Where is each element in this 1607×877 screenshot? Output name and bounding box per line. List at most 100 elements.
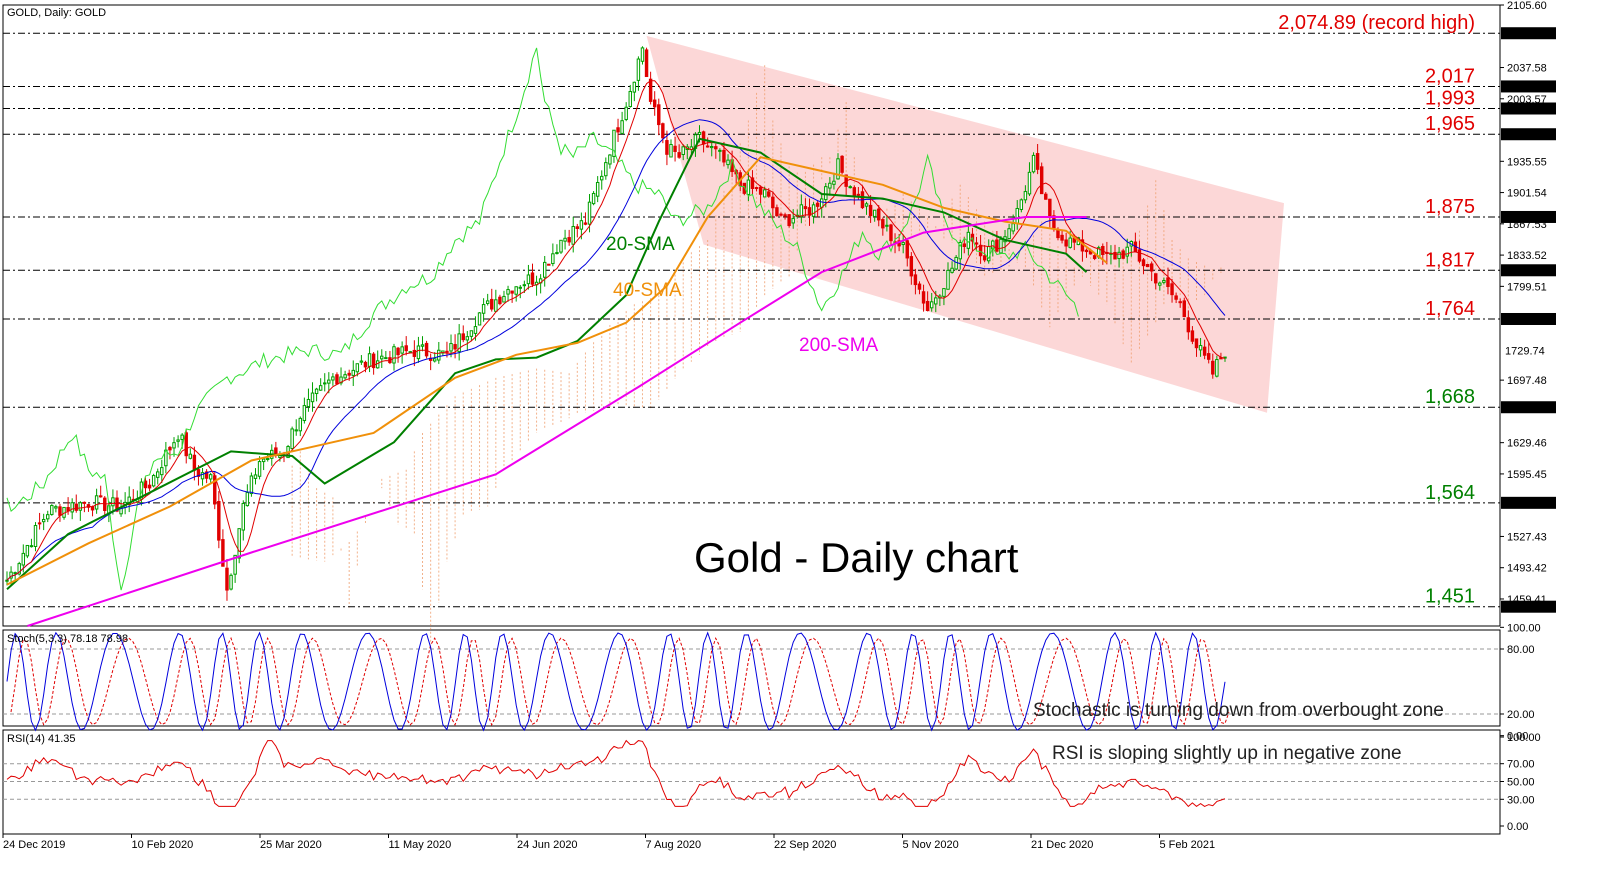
candlesticks bbox=[5, 46, 1227, 601]
candle-body bbox=[217, 501, 221, 541]
candle-body bbox=[714, 146, 718, 150]
candle-body bbox=[909, 256, 914, 277]
candle-body bbox=[502, 295, 506, 303]
candle-body bbox=[1121, 250, 1125, 259]
stoch-k-line bbox=[6, 631, 1226, 732]
candle-body bbox=[485, 300, 490, 304]
price-tag bbox=[1501, 80, 1556, 93]
indicator-lines bbox=[6, 47, 1226, 627]
rsi-y-label: 100.00 bbox=[1507, 732, 1541, 744]
candle-body bbox=[1202, 346, 1207, 356]
candle-body bbox=[225, 567, 229, 591]
candle-body bbox=[241, 503, 245, 531]
candle-body bbox=[791, 218, 795, 224]
candle-body bbox=[710, 146, 714, 149]
candle-body bbox=[237, 528, 241, 559]
candle-body bbox=[58, 506, 62, 516]
candle-body bbox=[180, 434, 184, 441]
price-tag-label: 1875.00 bbox=[1505, 212, 1545, 224]
candle-body bbox=[579, 220, 584, 230]
candle-body bbox=[400, 346, 404, 354]
candle-body bbox=[54, 506, 58, 509]
x-tick-label: 22 Sep 2020 bbox=[774, 839, 836, 851]
candle-body bbox=[921, 291, 926, 304]
candle-body bbox=[82, 501, 87, 504]
candle-body bbox=[530, 272, 535, 285]
ichimoku-cloud bbox=[291, 65, 1222, 645]
candle-body bbox=[233, 554, 237, 575]
candle-body bbox=[302, 405, 307, 422]
candle-body bbox=[954, 256, 958, 270]
candle-body bbox=[665, 140, 669, 155]
price-tag bbox=[1501, 128, 1556, 141]
candle-body bbox=[750, 177, 755, 189]
candle-body bbox=[416, 345, 421, 360]
candle-body bbox=[661, 123, 665, 139]
candle-body bbox=[257, 461, 262, 477]
candle-body bbox=[221, 539, 225, 567]
candle-body bbox=[306, 398, 311, 408]
candle-body bbox=[1215, 359, 1219, 377]
candle-body bbox=[1064, 239, 1068, 247]
candle-body bbox=[905, 240, 909, 259]
candle-body bbox=[901, 242, 905, 246]
price-tag-label: 1993.00 bbox=[1505, 104, 1545, 116]
candle-body bbox=[1194, 338, 1199, 349]
candle-body bbox=[359, 360, 364, 363]
price-tag-label: 1451.00 bbox=[1505, 602, 1545, 614]
rsi-line bbox=[3, 739, 1500, 808]
candle-body bbox=[657, 104, 661, 126]
candle-body bbox=[1145, 264, 1150, 268]
candle-body bbox=[889, 224, 893, 242]
candle-body bbox=[347, 372, 351, 376]
candle-body bbox=[934, 297, 938, 305]
stoch-annotation: Stochastic is turning down from overboug… bbox=[1033, 700, 1444, 721]
candle-body bbox=[17, 563, 21, 575]
stoch-header: Stoch(5,3,3) 78.18 78.98 bbox=[7, 633, 128, 645]
tenkan-sen-line bbox=[6, 80, 1226, 581]
candle-body bbox=[498, 296, 502, 305]
candle-body bbox=[775, 207, 779, 217]
candle-body bbox=[229, 574, 233, 590]
candle-body bbox=[648, 78, 653, 102]
candle-body bbox=[5, 579, 9, 582]
candle-body bbox=[636, 58, 641, 81]
candle-body bbox=[1011, 223, 1015, 232]
candle-body bbox=[1162, 280, 1166, 283]
price-tag bbox=[1501, 401, 1556, 414]
price-tag-label: 1817.00 bbox=[1505, 265, 1545, 277]
candle-body bbox=[1035, 153, 1040, 170]
x-tick-label: 5 Feb 2021 bbox=[1160, 839, 1216, 851]
candle-body bbox=[294, 429, 298, 432]
candle-body bbox=[143, 480, 148, 489]
candle-body bbox=[673, 145, 677, 152]
candle-body bbox=[261, 458, 266, 463]
candle-body bbox=[1206, 353, 1211, 360]
x-tick-label: 10 Feb 2020 bbox=[132, 839, 194, 851]
kijun-sen-line bbox=[6, 119, 1226, 581]
price-tag-label: 1668.00 bbox=[1505, 402, 1545, 414]
candle-body bbox=[13, 572, 17, 575]
candle-body bbox=[453, 344, 457, 350]
candle-body bbox=[420, 344, 425, 347]
candle-body bbox=[885, 224, 889, 227]
candle-body bbox=[339, 376, 343, 384]
level-label: 1,993 bbox=[1425, 88, 1475, 110]
candle-body bbox=[115, 497, 119, 512]
candle-body bbox=[608, 154, 612, 165]
candle-body bbox=[628, 91, 632, 108]
y-tick-label: 1629.46 bbox=[1507, 438, 1547, 450]
candle-body bbox=[832, 180, 836, 185]
candle-body bbox=[587, 201, 592, 225]
candle-body bbox=[151, 475, 156, 487]
chart-labels: 20-SMA 40-SMA 200-SMA bbox=[606, 234, 879, 356]
candle-body bbox=[1166, 277, 1170, 287]
candle-body bbox=[70, 502, 74, 513]
candle-body bbox=[677, 152, 681, 158]
candle-body bbox=[575, 226, 580, 229]
candle-body bbox=[1060, 234, 1064, 241]
candle-body bbox=[433, 358, 437, 362]
price-tag-label: 1764.00 bbox=[1505, 314, 1545, 326]
candle-body bbox=[9, 571, 13, 579]
